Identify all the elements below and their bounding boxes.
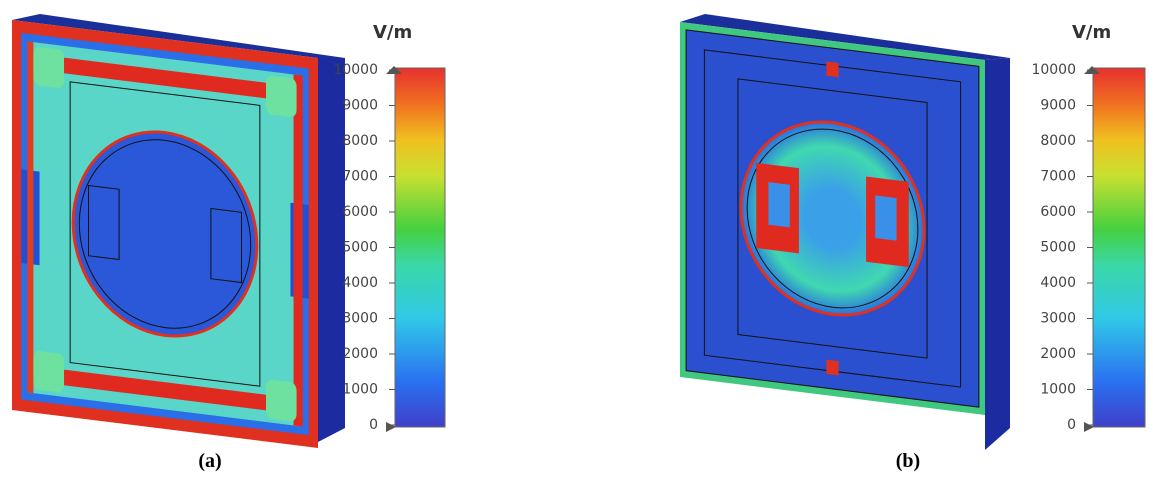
- unit-label: V/m: [373, 22, 412, 43]
- colorbar: [395, 68, 445, 427]
- tick-label: 10000: [1031, 62, 1076, 78]
- tick-label: 7000: [342, 169, 378, 185]
- field-plot-a: [12, 14, 345, 448]
- tick-label: 8000: [342, 133, 378, 149]
- colorbar: [1093, 68, 1145, 427]
- field-plot-b: [680, 14, 1010, 450]
- tick-label: 7000: [1040, 169, 1076, 185]
- tick-label: 4000: [342, 275, 378, 291]
- tick-label: 0: [1067, 417, 1076, 433]
- tick-label: 5000: [1040, 240, 1076, 256]
- tick-label: 0: [369, 417, 378, 433]
- tick-label: 9000: [1040, 98, 1076, 114]
- caption: (b): [896, 450, 920, 472]
- tick-label: 2000: [342, 346, 378, 362]
- tick-label: 3000: [342, 311, 378, 327]
- tick-label: 4000: [1040, 275, 1076, 291]
- tick-label: 6000: [1040, 204, 1076, 220]
- tick-label: 2000: [1040, 346, 1076, 362]
- caption: (a): [198, 450, 221, 472]
- tick-label: 1000: [1040, 382, 1076, 398]
- tick-label: 1000: [342, 382, 378, 398]
- tick-label: 10000: [333, 62, 378, 78]
- tick-label: 9000: [342, 98, 378, 114]
- tick-label: 5000: [342, 240, 378, 256]
- tick-label: 6000: [342, 204, 378, 220]
- unit-label: V/m: [1072, 22, 1111, 43]
- figure: V/m V/m (a) (b) 0 1000 2000 3000 4000 5000 600…: [0, 0, 1153, 477]
- tick-label: 3000: [1040, 311, 1076, 327]
- tick-label: 8000: [1040, 133, 1076, 149]
